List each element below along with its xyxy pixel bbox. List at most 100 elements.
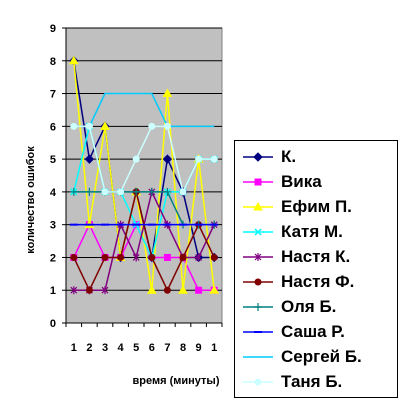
y-tick-label: 3 — [50, 220, 56, 232]
x-tick-label: 2 — [86, 342, 92, 354]
data-point — [163, 253, 171, 261]
x-tick-label: 3 — [102, 342, 108, 354]
legend-item: Вика — [235, 170, 397, 194]
legend-marker — [254, 228, 262, 236]
data-point — [195, 286, 203, 294]
data-point — [210, 155, 218, 163]
legend-marker — [254, 378, 262, 386]
data-point — [70, 253, 78, 261]
legend-marker — [253, 201, 263, 211]
data-point — [195, 155, 203, 163]
legend-marker — [253, 152, 263, 162]
x-axis-title: время (минуты) — [133, 375, 220, 387]
legend-label: Вика — [281, 172, 322, 191]
x-tick-label: 7 — [164, 342, 170, 354]
data-point — [148, 122, 156, 130]
legend-item: Настя Ф. — [235, 270, 397, 294]
data-point — [132, 253, 140, 262]
data-point — [70, 122, 78, 130]
data-point — [163, 286, 171, 294]
y-tick-label: 0 — [50, 318, 56, 330]
legend: К. Вика Ефим П. Катя М. Настя К. Настя Ф. Оля … — [234, 140, 398, 398]
legend-item: Сергей Б. — [235, 345, 397, 369]
series-line — [73, 125, 215, 195]
series-9 — [73, 92, 215, 128]
y-tick-label: 4 — [50, 187, 57, 199]
data-point — [85, 187, 94, 196]
legend-label: Саша Р. — [281, 322, 345, 341]
axes — [62, 27, 223, 327]
x-tick-label: 6 — [149, 342, 155, 354]
data-point — [179, 188, 187, 196]
legend-swatch — [243, 378, 273, 386]
x-tick-label: 1 — [71, 342, 77, 354]
data-point — [100, 121, 110, 130]
y-tick-label: 9 — [50, 23, 56, 35]
x-tick-label: 5 — [133, 342, 139, 354]
data-point — [163, 187, 172, 196]
data-point — [162, 154, 173, 164]
legend-label: Катя М. — [281, 222, 343, 241]
legend-label: Настя Ф. — [281, 272, 355, 291]
legend-label: Сергей Б. — [281, 347, 362, 366]
series-10 — [70, 122, 218, 196]
series-layer — [68, 55, 220, 295]
legend-item: Катя М. — [235, 220, 397, 244]
data-point — [178, 285, 188, 294]
data-point — [132, 187, 141, 196]
legend-swatch — [243, 303, 273, 311]
legend-item: Ефим П. — [235, 195, 397, 219]
data-point — [101, 286, 109, 295]
legend-item: Оля Б. — [235, 295, 397, 319]
data-point — [163, 122, 171, 130]
legend-item: Таня Б. — [235, 370, 397, 394]
data-point — [101, 188, 109, 196]
x-tick-label: 4 — [118, 342, 125, 354]
data-point — [132, 155, 140, 163]
series-line — [73, 92, 215, 128]
legend-label: Настя К. — [281, 247, 351, 266]
legend-marker — [254, 278, 262, 286]
data-point — [70, 286, 78, 295]
legend-marker — [254, 253, 262, 261]
data-point — [69, 187, 78, 196]
data-point — [195, 253, 203, 262]
y-tick-label: 5 — [50, 154, 56, 166]
legend-label: К. — [281, 147, 297, 166]
legend-swatch — [243, 178, 273, 186]
data-point — [101, 253, 109, 261]
legend-swatch — [243, 228, 273, 236]
y-axis-title: количество ошибок — [25, 146, 37, 254]
legend-swatch — [243, 201, 273, 211]
legend-item: Настя К. — [235, 245, 397, 269]
legend-swatch — [243, 278, 273, 286]
data-point — [85, 286, 93, 294]
y-tick-label: 2 — [50, 252, 56, 264]
y-tick-label: 8 — [50, 56, 56, 68]
data-point — [84, 154, 95, 164]
legend-label: Оля Б. — [281, 297, 337, 316]
legend-marker — [254, 178, 262, 186]
x-tick-label: 8 — [180, 342, 186, 354]
data-point — [117, 188, 125, 196]
y-tick-labels: 0 1 2 3 4 5 6 7 8 9 — [50, 23, 57, 330]
data-point — [210, 253, 218, 261]
data-point — [148, 253, 156, 261]
legend-marker — [254, 303, 262, 311]
data-point — [147, 187, 156, 196]
data-point — [68, 55, 79, 65]
data-point — [209, 285, 220, 294]
legend-swatch — [243, 253, 273, 261]
legend-label: Таня Б. — [281, 372, 343, 391]
data-point — [117, 253, 125, 261]
legend-swatch — [243, 152, 273, 162]
data-point — [179, 253, 187, 261]
legend-item: К. — [235, 145, 397, 169]
data-point — [162, 88, 173, 98]
data-point — [85, 122, 93, 130]
legend-swatch — [243, 356, 273, 358]
x-tick-label: 1 — [211, 342, 217, 354]
legend-swatch — [243, 331, 273, 333]
